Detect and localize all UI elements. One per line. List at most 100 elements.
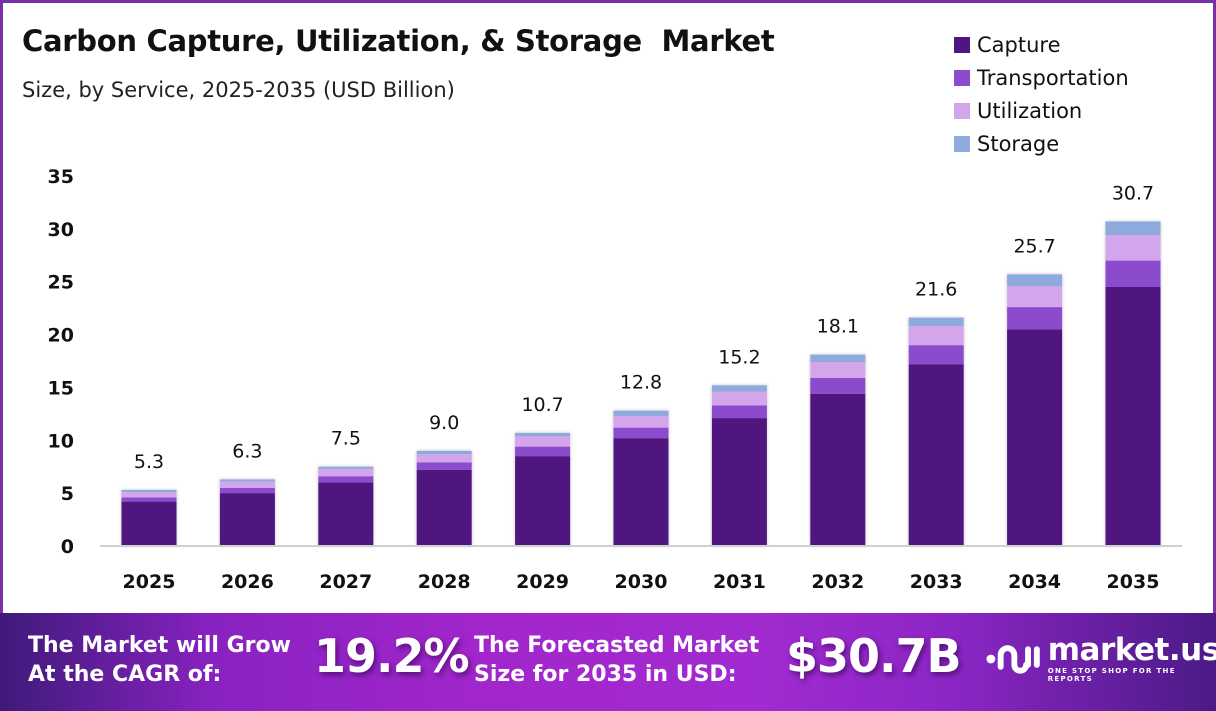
y-tick-label: 15 xyxy=(48,377,74,399)
y-tick-label: 0 xyxy=(61,536,74,558)
x-tick-label: 2031 xyxy=(713,571,766,593)
x-tick-label: 2028 xyxy=(418,571,471,593)
x-tick-label: 2033 xyxy=(910,571,963,593)
bar-segment-transportation xyxy=(613,427,669,439)
bar-segment-transportation xyxy=(810,377,866,394)
forecast-value: $30.7B xyxy=(786,629,962,683)
legend-swatch-transportation xyxy=(954,69,970,86)
bar-segment-capture xyxy=(219,493,275,546)
x-axis: 2025 2026 2027 2028 2029 2030 2031 2032 2033 2034… xyxy=(123,571,1160,593)
bar-stack xyxy=(1105,221,1161,546)
x-tick-label: 2034 xyxy=(1008,571,1061,593)
bar-stack xyxy=(1007,274,1063,546)
bar-segment-utilization xyxy=(908,326,964,346)
bar-segment-utilization xyxy=(515,436,571,447)
bar-segment-transportation xyxy=(711,405,767,419)
bar-segment-utilization xyxy=(613,415,669,428)
bar-segment-transportation xyxy=(515,446,571,457)
bar-segment-transportation xyxy=(121,497,177,502)
x-tick-label: 2035 xyxy=(1107,571,1160,593)
y-tick-label: 20 xyxy=(48,325,74,347)
y-tick-label: 5 xyxy=(61,483,74,505)
bar-stack xyxy=(711,385,767,546)
bar-segment-transportation xyxy=(1007,307,1063,330)
bar-segment-storage xyxy=(1007,274,1063,286)
bar-segment-capture xyxy=(613,438,669,546)
bar-stack xyxy=(908,317,964,546)
bar-segment-transportation xyxy=(219,487,275,494)
legend-label-utilization: Utilization xyxy=(977,98,1083,123)
bar-segment-capture xyxy=(318,482,374,546)
y-tick-label: 35 xyxy=(48,166,74,188)
bar-segment-transportation xyxy=(318,476,374,483)
total-labels: 5.3 6.3 7.5 9.0 10.7 12.8 15.2 18.1 21.6 25.7 30.7 xyxy=(134,182,1154,473)
bar-stack xyxy=(515,432,571,546)
bar-segment-storage xyxy=(515,432,571,437)
chart-title: Carbon Capture, Utilization, & Storage M… xyxy=(22,24,775,58)
bar-segment-storage xyxy=(1105,221,1161,236)
bar-total-label: 30.7 xyxy=(1112,182,1154,204)
bar-stack xyxy=(416,450,472,546)
legend-swatch-capture xyxy=(954,36,970,53)
legend-item-capture: Capture xyxy=(954,28,1129,61)
bar-total-label: 15.2 xyxy=(718,346,760,368)
legend-swatch-storage xyxy=(954,135,970,152)
bar-segment-utilization xyxy=(219,481,275,488)
bars xyxy=(121,221,1161,546)
bar-segment-utilization xyxy=(318,468,374,477)
bar-segment-capture xyxy=(810,393,866,546)
summary-banner: The Market will Grow At the CAGR of: 19.… xyxy=(0,613,1216,711)
x-tick-label: 2027 xyxy=(319,571,372,593)
bar-total-label: 7.5 xyxy=(331,428,361,450)
legend-item-utilization: Utilization xyxy=(954,94,1129,127)
bar-segment-storage xyxy=(121,489,177,493)
legend-item-storage: Storage xyxy=(954,127,1129,160)
market-us-logo-icon xyxy=(986,645,1040,674)
cagr-value: 19.2% xyxy=(314,629,470,683)
x-tick-label: 2026 xyxy=(221,571,274,593)
bar-segment-capture xyxy=(711,418,767,546)
bar-segment-capture xyxy=(1007,329,1063,546)
x-tick-label: 2029 xyxy=(516,571,569,593)
bar-segment-storage xyxy=(318,466,374,469)
y-tick-label: 25 xyxy=(48,272,74,294)
x-tick-label: 2030 xyxy=(615,571,668,593)
legend-label-capture: Capture xyxy=(977,32,1061,57)
bar-total-label: 25.7 xyxy=(1013,235,1055,257)
bar-segment-storage xyxy=(613,410,669,416)
cagr-caption-line2: At the CAGR of: xyxy=(28,662,222,687)
legend-label-storage: Storage xyxy=(977,131,1060,156)
y-tick-label: 30 xyxy=(48,219,74,241)
bar-segment-storage xyxy=(416,450,472,455)
bar-segment-capture xyxy=(416,469,472,546)
legend-item-transportation: Transportation xyxy=(954,61,1129,94)
bar-segment-capture xyxy=(1105,287,1161,546)
forecast-caption-line2: Size for 2035 in USD: xyxy=(474,662,737,687)
cagr-caption-line1: The Market will Grow xyxy=(28,633,291,658)
legend-label-transportation: Transportation xyxy=(977,65,1129,90)
y-axis: 0 5 10 15 20 25 30 35 xyxy=(48,166,74,558)
legend-swatch-utilization xyxy=(954,102,970,119)
bar-total-label: 9.0 xyxy=(429,412,459,434)
bar-segment-storage xyxy=(219,479,275,482)
bar-segment-transportation xyxy=(908,345,964,365)
bar-segment-utilization xyxy=(810,362,866,378)
x-tick-label: 2032 xyxy=(811,571,864,593)
bar-total-label: 12.8 xyxy=(620,372,662,394)
bar-total-label: 18.1 xyxy=(817,316,859,338)
bar-total-label: 6.3 xyxy=(232,440,262,462)
bar-stack xyxy=(219,479,275,546)
bar-segment-utilization xyxy=(121,492,177,498)
bar-segment-utilization xyxy=(711,391,767,406)
market-us-logo[interactable]: market.us ONE STOP SHOP FOR THE REPORTS xyxy=(985,635,1216,683)
cagr-caption: The Market will Grow At the CAGR of: xyxy=(28,631,291,689)
bar-segment-utilization xyxy=(1105,235,1161,261)
x-tick-label: 2025 xyxy=(123,571,176,593)
bar-segment-storage xyxy=(908,317,964,327)
bar-total-label: 5.3 xyxy=(134,451,164,473)
y-tick-label: 10 xyxy=(48,430,74,452)
bar-segment-storage xyxy=(711,385,767,392)
chart-subtitle: Size, by Service, 2025-2035 (USD Billion… xyxy=(22,78,455,102)
bar-stack xyxy=(810,354,866,546)
